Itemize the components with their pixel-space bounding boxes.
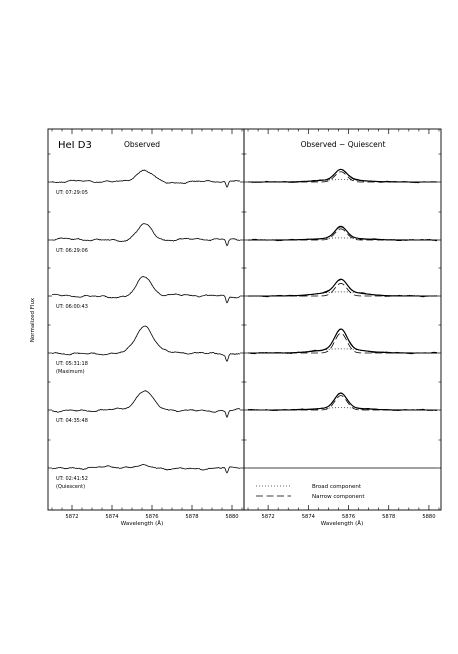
right-x-tick-labels: 5872 5874 5876 5878 5880 [262, 514, 436, 520]
spectrum-time-label: UT: 06:00:43 [56, 304, 88, 310]
spectrum-time-label: UT: 06:29:06 [56, 248, 88, 254]
difference-spectrum-line [247, 278, 437, 298]
x-tick-label: 5872 [65, 514, 78, 520]
corner-label: HeI D3 [58, 140, 92, 151]
observed-spectrum-line [51, 169, 241, 188]
y-axis-label: Normalized Flux [30, 297, 36, 342]
spectrum-sublabel: (Quiescent) [56, 484, 85, 490]
left-spectra [51, 169, 241, 474]
observed-spectrum-line [51, 325, 241, 363]
right-panel-frame [243, 128, 442, 511]
x-tick-label: 5878 [382, 514, 395, 520]
spectrum-time-label: UT: 04:35:48 [56, 418, 88, 424]
total-fit-line [248, 168, 437, 183]
legend-narrow-label: Narrow component [312, 494, 365, 500]
left-panel-title: Observed [124, 140, 160, 149]
left-spectrum-labels: UT: 07:29:05 UT: 06:29:06 UT: 06:00:43 UT: … [56, 190, 88, 490]
difference-spectrum-line [248, 168, 438, 184]
left-x-tick-labels: 5872 5874 5876 5878 5880 [65, 514, 238, 520]
narrow-component-line [248, 332, 437, 354]
x-tick-label: 5876 [342, 514, 355, 520]
narrow-component-line [248, 395, 437, 411]
spectrum-time-label: UT: 02:41:52 [56, 476, 88, 482]
observed-spectrum-line [51, 464, 241, 474]
narrow-component-line [248, 171, 437, 183]
spectrum-time-label: UT: 07:29:05 [56, 190, 88, 196]
total-fit-line [248, 328, 437, 354]
difference-spectrum-line [247, 392, 438, 412]
difference-spectrum-line [247, 225, 438, 242]
narrow-component-line [248, 282, 437, 297]
right-axis-ticks [244, 129, 441, 510]
x-tick-label: 5880 [225, 514, 238, 520]
total-fit-line [248, 278, 437, 297]
x-tick-label: 5874 [105, 514, 119, 520]
observed-spectrum-line [51, 276, 241, 304]
observed-spectrum-line [51, 223, 241, 247]
x-tick-label: 5872 [262, 514, 275, 520]
difference-spectrum-line [248, 328, 438, 355]
right-panel-title: Observed − Quiescent [301, 140, 386, 149]
spectrum-time-label: UT: 05:31:18 [56, 361, 88, 367]
x-tick-label: 5874 [302, 514, 316, 520]
left-axis-ticks [48, 129, 244, 510]
right-spectra [247, 168, 438, 469]
total-fit-line [248, 226, 437, 241]
x-tick-label: 5876 [145, 514, 158, 520]
left-panel-frame [47, 128, 245, 511]
right-x-axis-label: Wavelength (Å) [321, 520, 363, 527]
observed-spectrum-line [51, 390, 241, 419]
x-tick-label: 5878 [185, 514, 198, 520]
left-x-axis-label: Wavelength (Å) [121, 520, 163, 527]
narrow-component-line [248, 228, 437, 241]
spectrum-sublabel: (Maximum) [56, 369, 85, 375]
legend-broad-label: Broad component [312, 484, 362, 490]
x-tick-label: 5880 [422, 514, 435, 520]
